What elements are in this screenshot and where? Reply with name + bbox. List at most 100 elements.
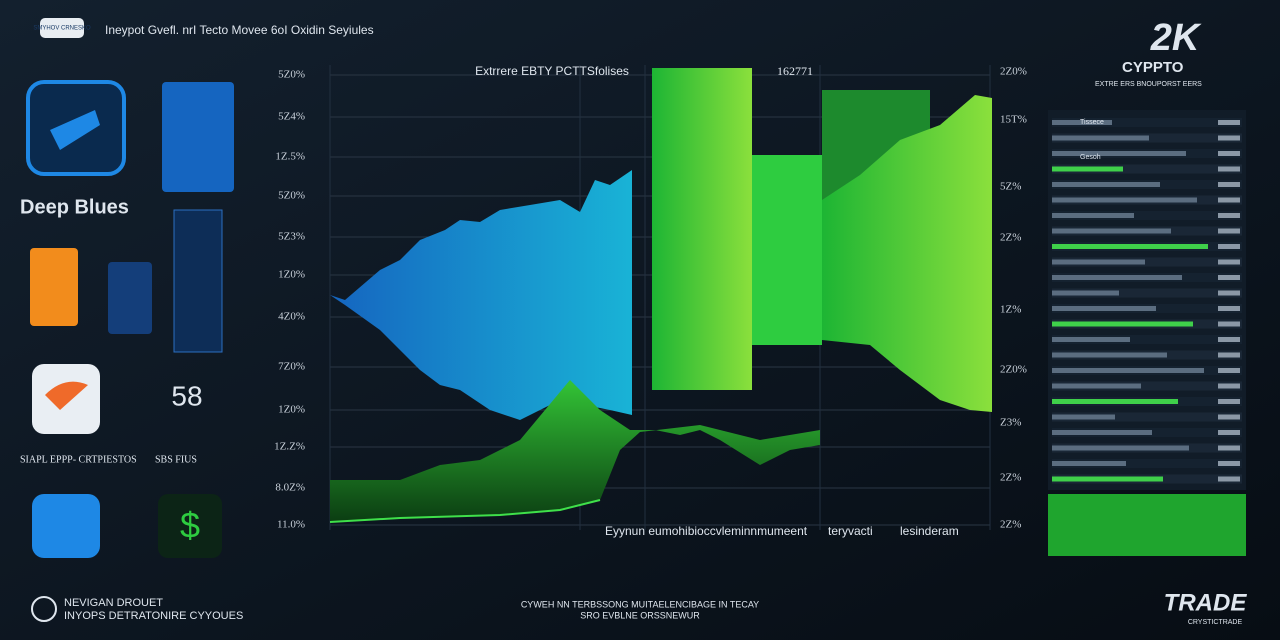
- green-block: [752, 155, 822, 345]
- list-bar: [1052, 476, 1163, 482]
- list-row: [1052, 211, 1242, 220]
- list-bar: [1052, 414, 1115, 420]
- left-axis-label: 5Z4%: [278, 111, 305, 123]
- list-row: [1052, 257, 1242, 267]
- list-value: [1218, 244, 1240, 249]
- right-axis-label: 2Z0%: [1000, 66, 1027, 78]
- list-bar: [1052, 383, 1141, 389]
- list-value: [1218, 461, 1240, 466]
- list-bar: [1052, 399, 1178, 404]
- list-value: [1218, 197, 1240, 203]
- list-value: [1218, 306, 1240, 311]
- list-bar: [1052, 445, 1189, 451]
- icon-glyph: [50, 110, 100, 150]
- left-axis-label: 1Z0%: [278, 269, 305, 281]
- green-stack: [1048, 494, 1246, 556]
- list-row: [1052, 459, 1242, 468]
- green-line: [329, 499, 601, 523]
- list-value: [1218, 213, 1240, 218]
- chart-title: Extrrere EBTY PCTTSfolises: [475, 64, 629, 78]
- list-bar: [1052, 197, 1197, 203]
- list-bar: [1052, 259, 1145, 265]
- left-axis-label: 7Z0%: [278, 361, 305, 373]
- list-value: [1218, 259, 1240, 265]
- footer-center-1: CYWEH NN TERBSSONG MUITAELENCIBAGE IN TE…: [521, 599, 759, 609]
- bottom-label: lesinderam: [900, 524, 959, 538]
- list-value: [1218, 135, 1240, 141]
- left-axis-label: 5Z0%: [278, 69, 305, 81]
- footer-left-1: NEVIGAN DROUET: [64, 597, 163, 609]
- list-bar: [1052, 166, 1123, 172]
- list-value: [1218, 337, 1240, 342]
- app-icon: [158, 494, 222, 558]
- list-bar: [1052, 352, 1167, 358]
- left-axis-label: 4Z0%: [278, 311, 305, 323]
- right-logo: 2K: [1150, 17, 1202, 59]
- list-value: [1218, 368, 1240, 373]
- label-a: SIAPL EPPP- CRTPIESTOS: [20, 454, 137, 465]
- right-axis-label: 2Z%: [1000, 472, 1021, 484]
- green-block: [652, 68, 752, 390]
- list-bar: [1052, 461, 1126, 466]
- footer-sub: CRYSTICTRADE: [1188, 619, 1243, 626]
- app-icon: [108, 262, 152, 334]
- list-bar: [1052, 321, 1193, 327]
- list-bar: [1052, 228, 1171, 234]
- list-row: [1052, 412, 1242, 422]
- badge: [40, 18, 84, 38]
- list-bar: [1052, 244, 1208, 249]
- list-row: [1052, 164, 1242, 174]
- list-bar: [1052, 430, 1152, 435]
- left-axis-label: 8.0Z%: [275, 482, 305, 494]
- left-axis-label: 1Z.Z%: [274, 441, 305, 453]
- list-value: [1218, 476, 1240, 482]
- right-axis-label: 2Z0%: [1000, 364, 1027, 376]
- list-row: [1052, 118, 1242, 127]
- brand: Deep Blues: [20, 196, 129, 218]
- list-value: [1218, 182, 1240, 187]
- list-bar: [1052, 135, 1149, 141]
- right-axis-label: 5Z%: [1000, 181, 1021, 193]
- left-axis-label: 5Z3%: [278, 231, 305, 243]
- right-tagline: EXTRE ERS BNOUPORST EERS: [1095, 81, 1202, 88]
- blue-area: [330, 170, 632, 420]
- left-axis-label: 1Z0%: [278, 404, 305, 416]
- right-axis-label: 15T%: [1000, 114, 1027, 126]
- list-item: Tissece: [1080, 119, 1104, 126]
- list-value: [1218, 166, 1240, 172]
- list-bar: [1052, 120, 1112, 125]
- bottom-label: teryvacti: [828, 524, 873, 538]
- list-bar: [1052, 151, 1186, 156]
- list-bar: [1052, 213, 1134, 218]
- list-row: [1052, 335, 1242, 344]
- bottom-label: Eyynun eumohibioccvleminnmumeent: [605, 524, 808, 538]
- app-icon: [32, 494, 100, 558]
- list-value: [1218, 430, 1240, 435]
- right-axis-label: 1Z%: [1000, 304, 1021, 316]
- list-bar: [1052, 337, 1130, 342]
- list-value: [1218, 321, 1240, 327]
- chart-code: 162771: [777, 64, 813, 78]
- app-icon: [30, 248, 78, 326]
- green-area: [822, 95, 992, 412]
- footer-logo: TRADE: [1164, 589, 1248, 616]
- right-axis-label: Z3%: [1000, 417, 1021, 429]
- list-value: [1218, 228, 1240, 234]
- app-icon: [162, 82, 234, 192]
- list-value: [1218, 383, 1240, 389]
- icon-glyph: [45, 381, 88, 410]
- list-value: [1218, 151, 1240, 156]
- list-bar: [1052, 306, 1156, 311]
- label-b: SBS FIUS: [155, 454, 197, 465]
- right-axis-label: 2Z%: [1000, 519, 1021, 531]
- list-value: [1218, 352, 1240, 358]
- badge-text: SMYHOV CRNESKO: [33, 26, 91, 32]
- green-area-low: [330, 380, 820, 522]
- footer-center-2: SRO EVBLNE ORSSNEWUR: [580, 610, 700, 620]
- panel-icon: [173, 209, 223, 353]
- list-value: [1218, 414, 1240, 420]
- list-row: [1052, 381, 1242, 391]
- left-axis-label: 5Z0%: [278, 190, 305, 202]
- list-value: [1218, 275, 1240, 280]
